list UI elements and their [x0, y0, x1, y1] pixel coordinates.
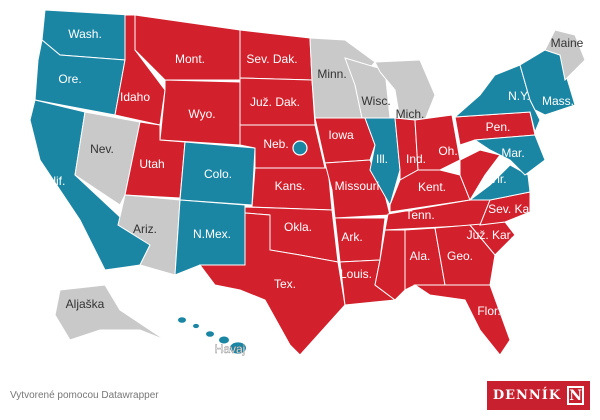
state-label-mo: Missouri — [335, 179, 380, 193]
state-hi-island[interactable] — [219, 336, 229, 344]
state-label-il: Ill. — [376, 152, 388, 166]
state-label-ok: Okla. — [284, 220, 312, 234]
state-label-in: Ind. — [406, 152, 426, 166]
state-ak[interactable] — [54, 284, 166, 341]
state-label-nc: Sev. Kar. — [488, 202, 536, 216]
state-hi-island[interactable] — [178, 317, 186, 323]
state-label-az: Ariz. — [133, 222, 157, 236]
logo-text: DENNÍK — [492, 388, 562, 403]
state-label-ks: Kans. — [275, 179, 306, 193]
state-label-nm: N.Mex. — [193, 227, 231, 241]
state-hi-island[interactable] — [206, 331, 214, 337]
state-label-ky: Kent. — [418, 180, 446, 194]
state-ga[interactable] — [434, 224, 496, 286]
state-label-wi: Wisc. — [361, 94, 390, 108]
state-label-al: Ala. — [410, 249, 431, 263]
state-label-ut: Utah — [139, 157, 164, 171]
state-label-tn: Tenn. — [405, 208, 434, 222]
state-label-fl: Flor. — [477, 304, 500, 318]
state-mt[interactable] — [134, 14, 241, 81]
state-ky[interactable] — [389, 169, 471, 213]
state-nv[interactable] — [74, 111, 141, 206]
dennik-n-logo[interactable]: DENNÍK N — [487, 381, 590, 410]
state-label-oh: Oh. — [438, 144, 457, 158]
state-hi-island[interactable] — [230, 342, 246, 354]
state-label-va: Vir. — [489, 172, 506, 186]
state-hi-island[interactable] — [193, 323, 199, 329]
us-map: Wash. Ore. Kalif. Nev. Idaho Mont. Wyo. Utah Col… — [29, 9, 586, 356]
state-label-mt: Mont. — [175, 52, 205, 66]
state-label-wa: Wash. — [68, 27, 102, 41]
state-wv[interactable] — [459, 149, 501, 202]
state-label-pa: Pen. — [486, 120, 511, 134]
state-wy[interactable] — [159, 79, 241, 146]
state-me[interactable] — [544, 29, 586, 82]
state-va[interactable] — [468, 164, 531, 201]
state-label-ak: Aljaška — [66, 297, 105, 311]
state-label-ia: Iowa — [328, 128, 354, 142]
state-label-ar: Ark. — [341, 230, 362, 244]
state-label-nv: Nev. — [90, 142, 114, 156]
state-label-id: Idaho — [120, 90, 150, 104]
state-label-ne_eng: Mass. — [542, 94, 574, 108]
nebraska-district-marker[interactable] — [292, 140, 308, 156]
state-label-ca: Kalif. — [39, 174, 66, 188]
state-label-la: Louis. — [340, 267, 372, 281]
state-label-hi: Havaj — [215, 342, 246, 356]
state-label-ny: N.Y. — [508, 89, 530, 103]
state-label-sd: Juž. Dak. — [250, 95, 300, 109]
state-label-md: Mar. — [501, 146, 524, 160]
state-label-tx: Tex. — [274, 277, 296, 291]
state-label-ga: Geo. — [447, 249, 473, 263]
state-label-mn: Minn. — [317, 67, 346, 81]
state-label-me: Maine — [551, 36, 584, 50]
state-oh[interactable] — [414, 114, 461, 171]
state-tx[interactable] — [199, 212, 346, 356]
state-label-mi: Mich. — [396, 107, 425, 121]
state-label-or: Ore. — [58, 72, 81, 86]
state-md[interactable] — [473, 134, 546, 176]
state-fl[interactable] — [413, 284, 511, 356]
state-nc[interactable] — [479, 191, 531, 226]
state-label-nd: Sev. Dak. — [246, 52, 297, 66]
state-label-wy: Wyo. — [188, 107, 215, 121]
datawrapper-credit[interactable]: Vytvorené pomocou Datawrapper — [10, 390, 159, 401]
state-label-sc: Juž. Kar. — [467, 228, 514, 242]
state-label-co: Colo. — [204, 167, 232, 181]
state-ia[interactable] — [314, 117, 376, 164]
logo-n-mark: N — [567, 386, 585, 405]
state-label-ne: Neb. — [263, 137, 288, 151]
